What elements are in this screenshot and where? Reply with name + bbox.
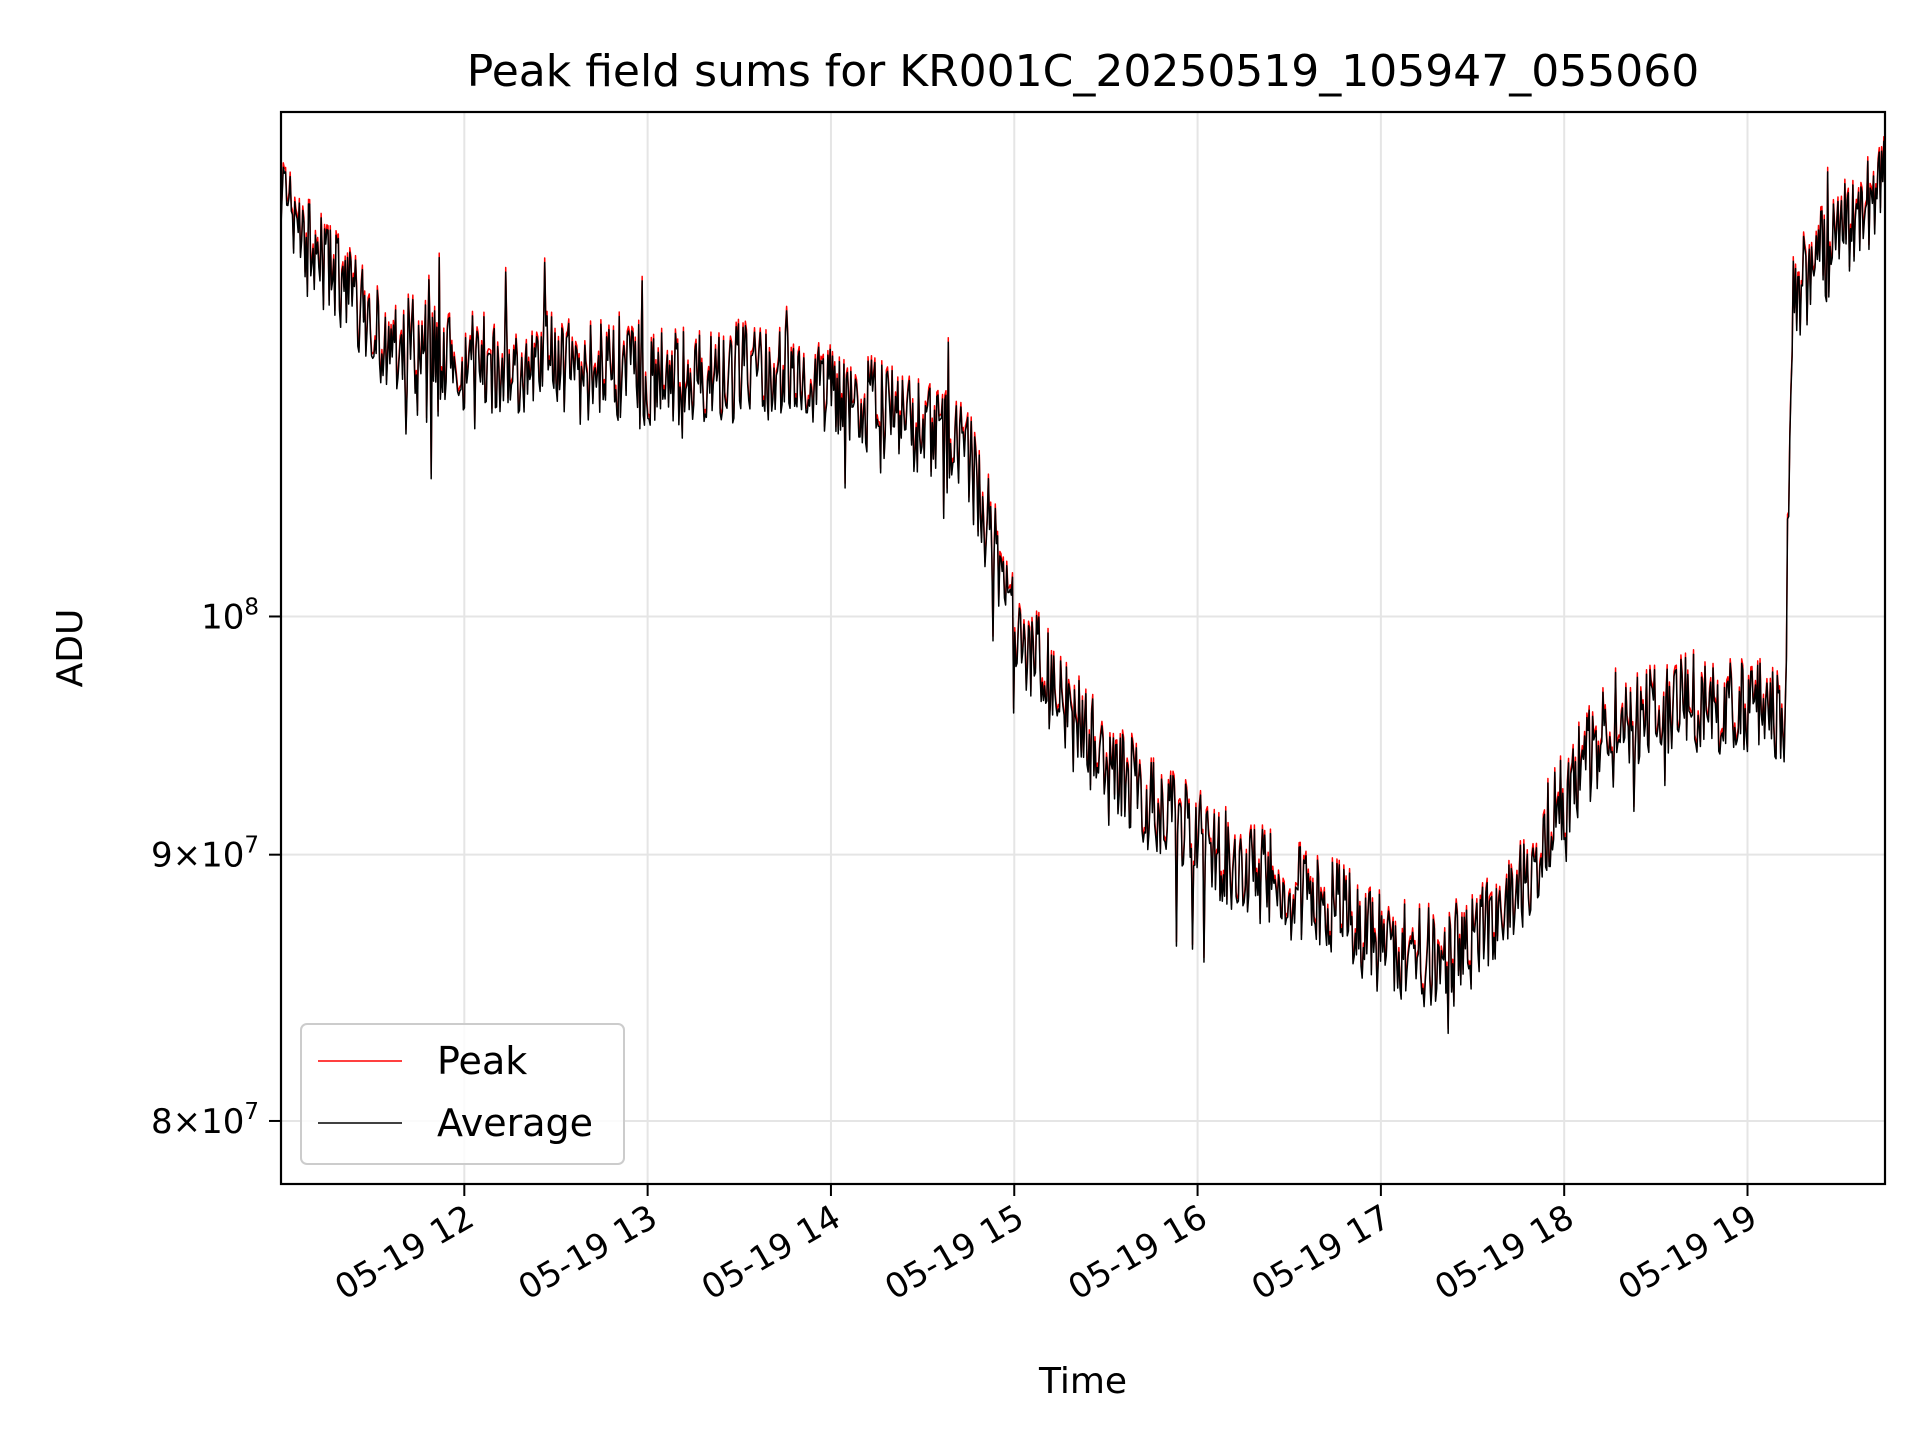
y-tick-exponent: 7 <box>244 833 259 859</box>
grid <box>281 112 1885 1184</box>
x-tick-label: 05-19 19 <box>1612 1197 1764 1308</box>
y-tick-base: 10 <box>201 597 244 637</box>
x-axis-label: Time <box>1038 1361 1127 1402</box>
x-axis-ticks: 05-19 12 05-19 13 05-19 14 05-19 15 05-19 16… <box>328 1184 1764 1308</box>
y-tick-mantissa: 8 <box>151 1102 173 1142</box>
plot-frame <box>279 110 1887 1186</box>
legend: Peak Average <box>300 1023 625 1165</box>
legend-box <box>300 1023 625 1165</box>
x-tick-label: 05-19 16 <box>1062 1197 1214 1308</box>
legend-peak-label: Peak <box>437 1039 527 1083</box>
y-tick-base: ×10 <box>173 836 245 876</box>
series-line-average <box>280 140 1886 1035</box>
legend-average-label: Average <box>437 1101 593 1145</box>
y-tick-mantissa: 9 <box>151 836 173 876</box>
y-tick-exponent: 7 <box>244 1099 259 1125</box>
y-axis-label: ADU <box>50 609 91 688</box>
x-tick-label: 05-19 15 <box>878 1197 1030 1308</box>
y-tick-exponent: 8 <box>244 594 259 620</box>
y-tick-label: 108 <box>201 594 259 637</box>
y-tick-label: 9×107 <box>151 833 259 876</box>
series-line-peak <box>280 136 1886 1030</box>
plot-series <box>280 136 1886 1035</box>
y-tick-label: 8×107 <box>151 1099 259 1142</box>
x-tick-label: 05-19 17 <box>1245 1197 1397 1308</box>
y-tick-base: ×10 <box>173 1102 245 1142</box>
x-tick-label: 05-19 13 <box>512 1197 664 1308</box>
x-tick-label: 05-19 14 <box>695 1197 847 1308</box>
x-tick-label: 05-19 12 <box>328 1197 480 1308</box>
x-tick-label: 05-19 18 <box>1428 1197 1580 1308</box>
chart-title: Peak field sums for KR001C_20250519_1059… <box>467 46 1699 97</box>
